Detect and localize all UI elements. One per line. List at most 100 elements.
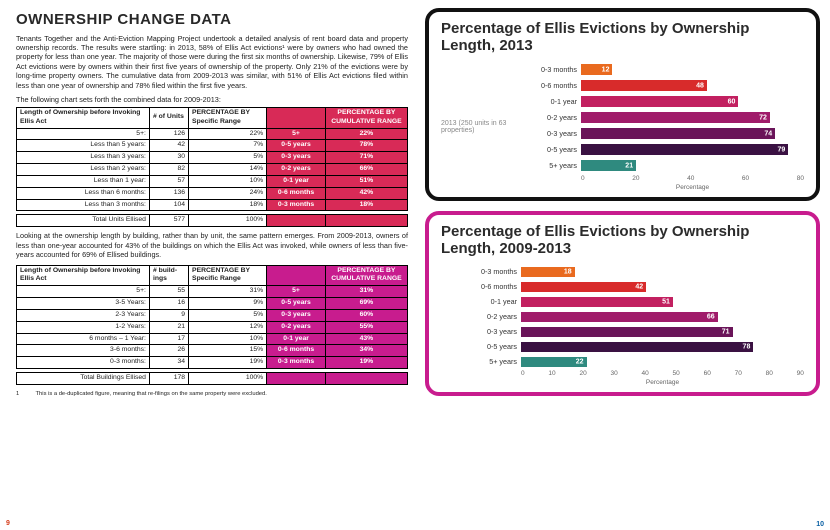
chart-2013-title: Percentage of Ellis Evictions by Ownersh… bbox=[441, 20, 804, 55]
table-header: PERCENTAGE BY CUMULATIVE RANGE bbox=[325, 107, 407, 128]
bar-value: 22 bbox=[576, 358, 584, 365]
bar-label: 0-3 months bbox=[471, 267, 521, 276]
table-row: Less than 3 months:10418%0-3 months18% bbox=[17, 199, 408, 211]
table-header: Length of Ownership before Invoking Elli… bbox=[17, 265, 150, 286]
table-cell: 31% bbox=[189, 286, 267, 298]
bar-value: 21 bbox=[625, 162, 633, 169]
chart-2009-2013-title: Percentage of Ellis Evictions by Ownersh… bbox=[441, 223, 804, 258]
chart-2013-sidenote: 2013 (250 units in 63 properties) bbox=[441, 63, 531, 191]
table-cell: 5+ bbox=[267, 128, 326, 140]
table-cell: 51% bbox=[325, 175, 407, 187]
bar-row: 0-3 years71 bbox=[471, 325, 804, 338]
table-row: 2-3 Years:95%0-3 years60% bbox=[17, 309, 408, 321]
bar-row: 0-2 years72 bbox=[531, 111, 804, 125]
bar-row: 0-2 years 66 bbox=[471, 310, 804, 323]
page-title: OWNERSHIP CHANGE DATA bbox=[16, 10, 408, 30]
table-cell: 57 bbox=[149, 175, 188, 187]
bar-value: 74 bbox=[764, 130, 772, 137]
bar-row: 0-6 months48 bbox=[531, 79, 804, 93]
bar: 79 bbox=[581, 144, 788, 155]
table-cell: 0-3 months: bbox=[17, 357, 150, 369]
table-cell: 577 bbox=[149, 215, 188, 227]
bar-label: 0-3 years bbox=[531, 129, 581, 138]
table-cell: 0-3 months bbox=[267, 199, 326, 211]
bar-row: 0-5 years79 bbox=[531, 143, 804, 157]
table-cell: 43% bbox=[325, 333, 407, 345]
bar-label: 5+ years bbox=[531, 161, 581, 170]
table-row: Less than 2 years:8214%0-2 years66% bbox=[17, 164, 408, 176]
table-header: # of Units bbox=[149, 107, 188, 128]
table-cell: Less than 6 months: bbox=[17, 187, 150, 199]
table-cell: 100% bbox=[189, 373, 267, 385]
table-row: Less than 5 years:427%0-5 years78% bbox=[17, 140, 408, 152]
bar-row: 0-3 months12 bbox=[531, 63, 804, 77]
axis-tick: 60 bbox=[742, 175, 749, 182]
table-cell: 26 bbox=[149, 345, 188, 357]
bar-label: 0-1 year bbox=[531, 97, 581, 106]
table-cell: 0-1 year bbox=[267, 333, 326, 345]
bar-row: 0-6 months42 bbox=[471, 280, 804, 293]
axis-tick: 30 bbox=[610, 370, 617, 377]
table-cell: 0-5 years bbox=[267, 298, 326, 310]
table-cell: 3-6 months: bbox=[17, 345, 150, 357]
chart-2009-2013-card: Percentage of Ellis Evictions by Ownersh… bbox=[425, 211, 820, 397]
table-cell: 55% bbox=[325, 321, 407, 333]
bar-value: 12 bbox=[602, 66, 610, 73]
table-cell: 16 bbox=[149, 298, 188, 310]
table-cell: 15% bbox=[189, 345, 267, 357]
table-cell: 19% bbox=[189, 357, 267, 369]
table-cell: 0-2 years bbox=[267, 164, 326, 176]
table-cell: 42% bbox=[325, 187, 407, 199]
table-cell bbox=[325, 215, 407, 227]
table-cell: Total Buildings Ellised bbox=[17, 373, 150, 385]
bar-value: 66 bbox=[707, 313, 715, 320]
axis-label: Percentage bbox=[471, 379, 804, 386]
axis-tick: 50 bbox=[673, 370, 680, 377]
table-cell: 69% bbox=[325, 298, 407, 310]
table-cell: 14% bbox=[189, 164, 267, 176]
bar-row: 5+ years22 bbox=[471, 355, 804, 368]
table-cell: Less than 3 years: bbox=[17, 152, 150, 164]
table-cell: 178 bbox=[149, 373, 188, 385]
bar-row: 0-1 year60 bbox=[531, 95, 804, 109]
table-cell: 136 bbox=[149, 187, 188, 199]
table-cell: 24% bbox=[189, 187, 267, 199]
bar-row: 0-5 years78 bbox=[471, 340, 804, 353]
bar-value: 42 bbox=[635, 283, 643, 290]
table-row: 3-5 Years:169%0-5 years69% bbox=[17, 298, 408, 310]
table-row: Less than 1 year:5710%0-1 year51% bbox=[17, 175, 408, 187]
table-cell: Total Units Ellised bbox=[17, 215, 150, 227]
table-cell: 55 bbox=[149, 286, 188, 298]
table-cell: 0-5 years bbox=[267, 140, 326, 152]
table-cell bbox=[267, 215, 326, 227]
buildings-table: Length of Ownership before Invoking Elli… bbox=[16, 265, 408, 385]
table-cell bbox=[325, 373, 407, 385]
bar-value: 71 bbox=[722, 328, 730, 335]
table-cell: 19% bbox=[325, 357, 407, 369]
table-cell: 10% bbox=[189, 333, 267, 345]
table-cell: 100% bbox=[189, 215, 267, 227]
table-cell: Less than 3 months: bbox=[17, 199, 150, 211]
table-cell: 10% bbox=[189, 175, 267, 187]
bar-row: 0-3 months18 bbox=[471, 265, 804, 278]
table-cell: 34 bbox=[149, 357, 188, 369]
table-row: 5+:12622%5+22% bbox=[17, 128, 408, 140]
axis-tick: 80 bbox=[766, 370, 773, 377]
chart-2013-bars: 0-3 months120-6 months480-1 year600-2 ye… bbox=[531, 63, 804, 191]
table-header: PERCENTAGE BY CUMULATIVE RANGE bbox=[325, 265, 407, 286]
bar-value: 72 bbox=[759, 114, 767, 121]
table-cell: 9% bbox=[189, 298, 267, 310]
table-cell: 0-6 months bbox=[267, 345, 326, 357]
table-total-row: Total Buildings Ellised178100% bbox=[17, 373, 408, 385]
footnote-number: 1 bbox=[16, 391, 34, 399]
bar-value: 51 bbox=[662, 298, 670, 305]
table-cell: 0-3 years bbox=[267, 309, 326, 321]
bar-label: 0-2 years bbox=[471, 312, 521, 321]
table-cell: 104 bbox=[149, 199, 188, 211]
bar: 18 bbox=[521, 267, 575, 277]
table-cell: 18% bbox=[189, 199, 267, 211]
table-cell: 12% bbox=[189, 321, 267, 333]
bar-row: 0-1 year51 bbox=[471, 295, 804, 308]
table-cell: Less than 5 years: bbox=[17, 140, 150, 152]
table-header: Length of Ownership before Invoking Elli… bbox=[17, 107, 150, 128]
